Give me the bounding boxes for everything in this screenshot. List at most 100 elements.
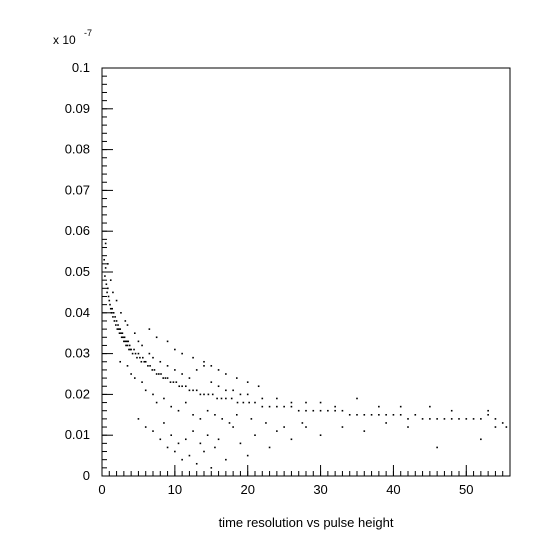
data-point — [113, 320, 116, 322]
data-point — [341, 409, 344, 412]
data-point — [177, 442, 180, 445]
data-point — [248, 401, 250, 404]
data-point — [163, 397, 165, 400]
y-tick-label: 0.02 — [65, 386, 90, 401]
data-point — [370, 414, 373, 416]
data-point — [283, 405, 285, 408]
data-point — [203, 450, 205, 453]
data-point — [192, 356, 194, 359]
data-point — [117, 328, 120, 330]
data-point — [133, 377, 136, 379]
data-point — [139, 356, 141, 359]
data-point — [392, 414, 395, 416]
data-point — [126, 365, 129, 367]
data-point — [123, 336, 126, 339]
data-point — [225, 397, 227, 400]
data-point — [385, 422, 387, 424]
data-point — [443, 418, 446, 420]
data-point — [111, 307, 113, 310]
data-point — [178, 385, 181, 388]
data-point — [199, 418, 202, 420]
data-point — [450, 418, 453, 420]
data-point — [301, 422, 304, 424]
data-point — [144, 426, 147, 428]
data-point — [195, 462, 198, 465]
data-point — [104, 242, 107, 245]
data-point — [174, 369, 176, 371]
data-point — [290, 438, 293, 441]
data-point — [137, 418, 140, 420]
data-point — [192, 414, 194, 416]
data-point — [399, 405, 402, 408]
y-tick-label: 0.04 — [65, 305, 90, 320]
y-tick-label: 0.09 — [65, 101, 90, 116]
data-point — [124, 340, 127, 343]
data-point — [217, 385, 220, 388]
data-point — [159, 360, 162, 363]
data-point — [214, 414, 216, 416]
data-point — [119, 360, 122, 363]
data-point — [217, 438, 220, 441]
data-point — [181, 458, 183, 461]
data-point — [246, 381, 249, 383]
data-point — [214, 446, 216, 449]
data-point — [210, 365, 213, 367]
data-point — [216, 397, 218, 400]
data-point — [149, 365, 151, 367]
data-point — [192, 389, 194, 392]
data-point — [130, 373, 132, 375]
data-point — [169, 381, 172, 383]
y-tick-label: 0.03 — [65, 346, 90, 361]
data-point — [203, 393, 205, 396]
data-point — [319, 409, 322, 412]
data-point — [465, 418, 468, 420]
data-point — [290, 401, 293, 404]
data-point — [172, 381, 175, 383]
plot-frame — [101, 67, 511, 477]
data-point — [107, 263, 109, 265]
y-tick-label: 0.08 — [65, 142, 90, 157]
data-point — [166, 340, 169, 343]
data-point — [124, 320, 127, 322]
x-axis-title: time resolution vs pulse height — [219, 515, 394, 530]
data-point — [220, 397, 223, 400]
data-point — [163, 422, 165, 424]
data-point — [158, 373, 160, 375]
data-point — [177, 409, 180, 412]
data-point — [207, 393, 210, 396]
data-point — [232, 389, 234, 392]
data-point — [110, 312, 113, 314]
data-point — [210, 467, 213, 469]
data-point — [407, 426, 409, 428]
data-point — [265, 422, 267, 424]
data-point — [126, 344, 129, 347]
data-point — [276, 397, 278, 400]
data-point — [115, 299, 118, 302]
data-point — [290, 405, 293, 408]
y-tick-label: 0.1 — [72, 60, 90, 75]
y-tick-label: 0.07 — [65, 182, 90, 197]
data-point — [385, 414, 387, 416]
data-point — [155, 336, 158, 339]
y-tick-label: 0 — [83, 468, 90, 483]
data-point — [261, 405, 264, 408]
y-tick-label: 0.06 — [65, 223, 90, 238]
data-point — [206, 434, 209, 436]
data-point — [170, 405, 173, 408]
data-point — [170, 434, 173, 436]
x-tick-label: 30 — [313, 482, 327, 497]
data-point — [232, 426, 234, 428]
data-point — [505, 426, 508, 428]
data-point — [130, 348, 132, 351]
data-point — [236, 401, 239, 404]
data-point — [126, 324, 129, 326]
data-point — [106, 291, 108, 294]
data-point — [123, 340, 125, 343]
data-point — [112, 316, 114, 318]
data-point — [356, 397, 358, 400]
data-point — [120, 312, 122, 314]
data-point — [450, 409, 453, 412]
data-point — [144, 389, 147, 392]
data-point — [203, 360, 205, 363]
data-point — [133, 348, 135, 351]
